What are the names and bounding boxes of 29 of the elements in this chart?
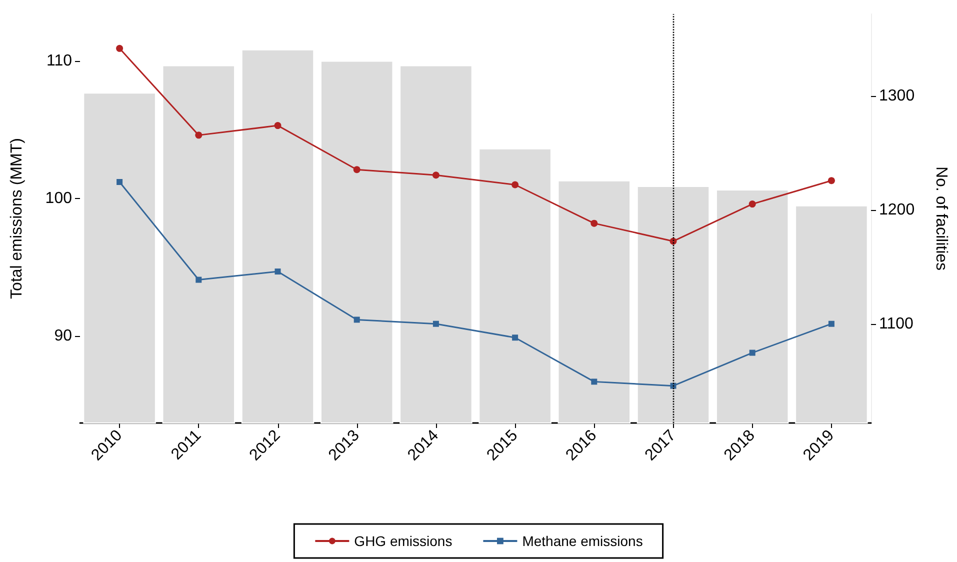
y-axis-title: Total emissions (MMT) <box>8 138 26 299</box>
y2-tick-label: 1100 <box>879 315 914 332</box>
point <box>353 166 360 174</box>
point <box>274 122 282 130</box>
legend-label: GHG emissions <box>354 533 452 549</box>
y-tick-label: 100 <box>45 190 72 208</box>
point <box>828 320 834 327</box>
y2-tick-label: 1300 <box>879 88 915 105</box>
point <box>670 382 676 389</box>
point <box>432 172 440 179</box>
point <box>828 177 835 184</box>
legend-label: Methane emissions <box>522 533 643 549</box>
point <box>432 320 439 327</box>
y2-axis-title: No. of facilities <box>932 166 950 271</box>
point <box>196 276 202 283</box>
point <box>195 132 202 139</box>
point <box>748 200 756 208</box>
point <box>116 44 124 52</box>
point <box>116 179 123 186</box>
point <box>512 181 519 188</box>
point <box>590 220 598 227</box>
y2-tick-label: 1200 <box>879 201 915 218</box>
y-tick-label: 110 <box>46 52 72 70</box>
point <box>749 350 756 356</box>
point <box>354 316 360 323</box>
y-tick-label: 90 <box>54 328 72 345</box>
point <box>274 268 281 275</box>
point <box>591 378 598 385</box>
point <box>512 334 518 341</box>
